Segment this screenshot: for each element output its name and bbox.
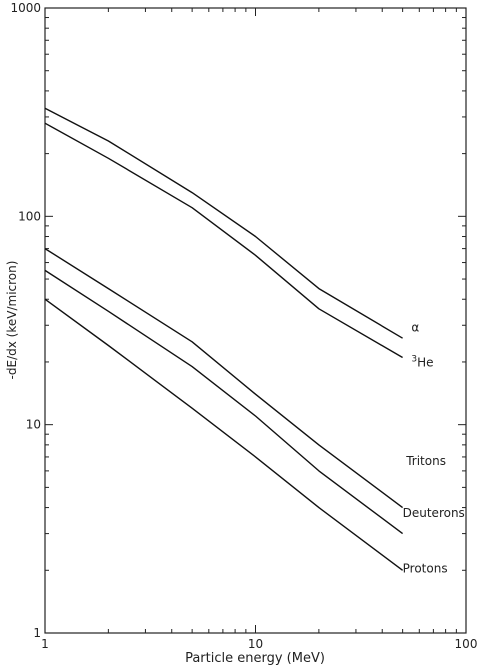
series-line xyxy=(44,298,404,571)
x-axis-label: Particle energy (MeV) xyxy=(185,651,325,666)
plot-frame xyxy=(44,7,467,634)
y-tick-label: 10 xyxy=(26,418,41,432)
x-tick-label: 10 xyxy=(248,637,263,651)
curve-label: α xyxy=(411,321,419,335)
x-tick-label: 1 xyxy=(41,637,49,651)
curve-label: Tritons xyxy=(405,454,446,468)
curve-label: Protons xyxy=(403,562,448,576)
series-line xyxy=(44,248,404,509)
curve-label: Deuterons xyxy=(403,506,465,520)
x-tick-label: 100 xyxy=(455,637,478,651)
y-tick-label: 100 xyxy=(18,209,41,223)
y-tick-label: 1 xyxy=(33,626,41,640)
y-axis-label: -dE/dx (keV/micron) xyxy=(5,261,19,380)
curve-label: 3He xyxy=(411,355,433,370)
series-group xyxy=(44,107,404,571)
series-line xyxy=(44,122,403,359)
series-line xyxy=(44,269,404,535)
curve-labels: α 3He Tritons Deuterons Protons xyxy=(403,321,465,576)
series-line xyxy=(44,107,403,339)
axis-ticks: 1 10 100 1 10 100 1000 xyxy=(10,1,477,651)
y-tick-label: 1000 xyxy=(10,1,41,15)
